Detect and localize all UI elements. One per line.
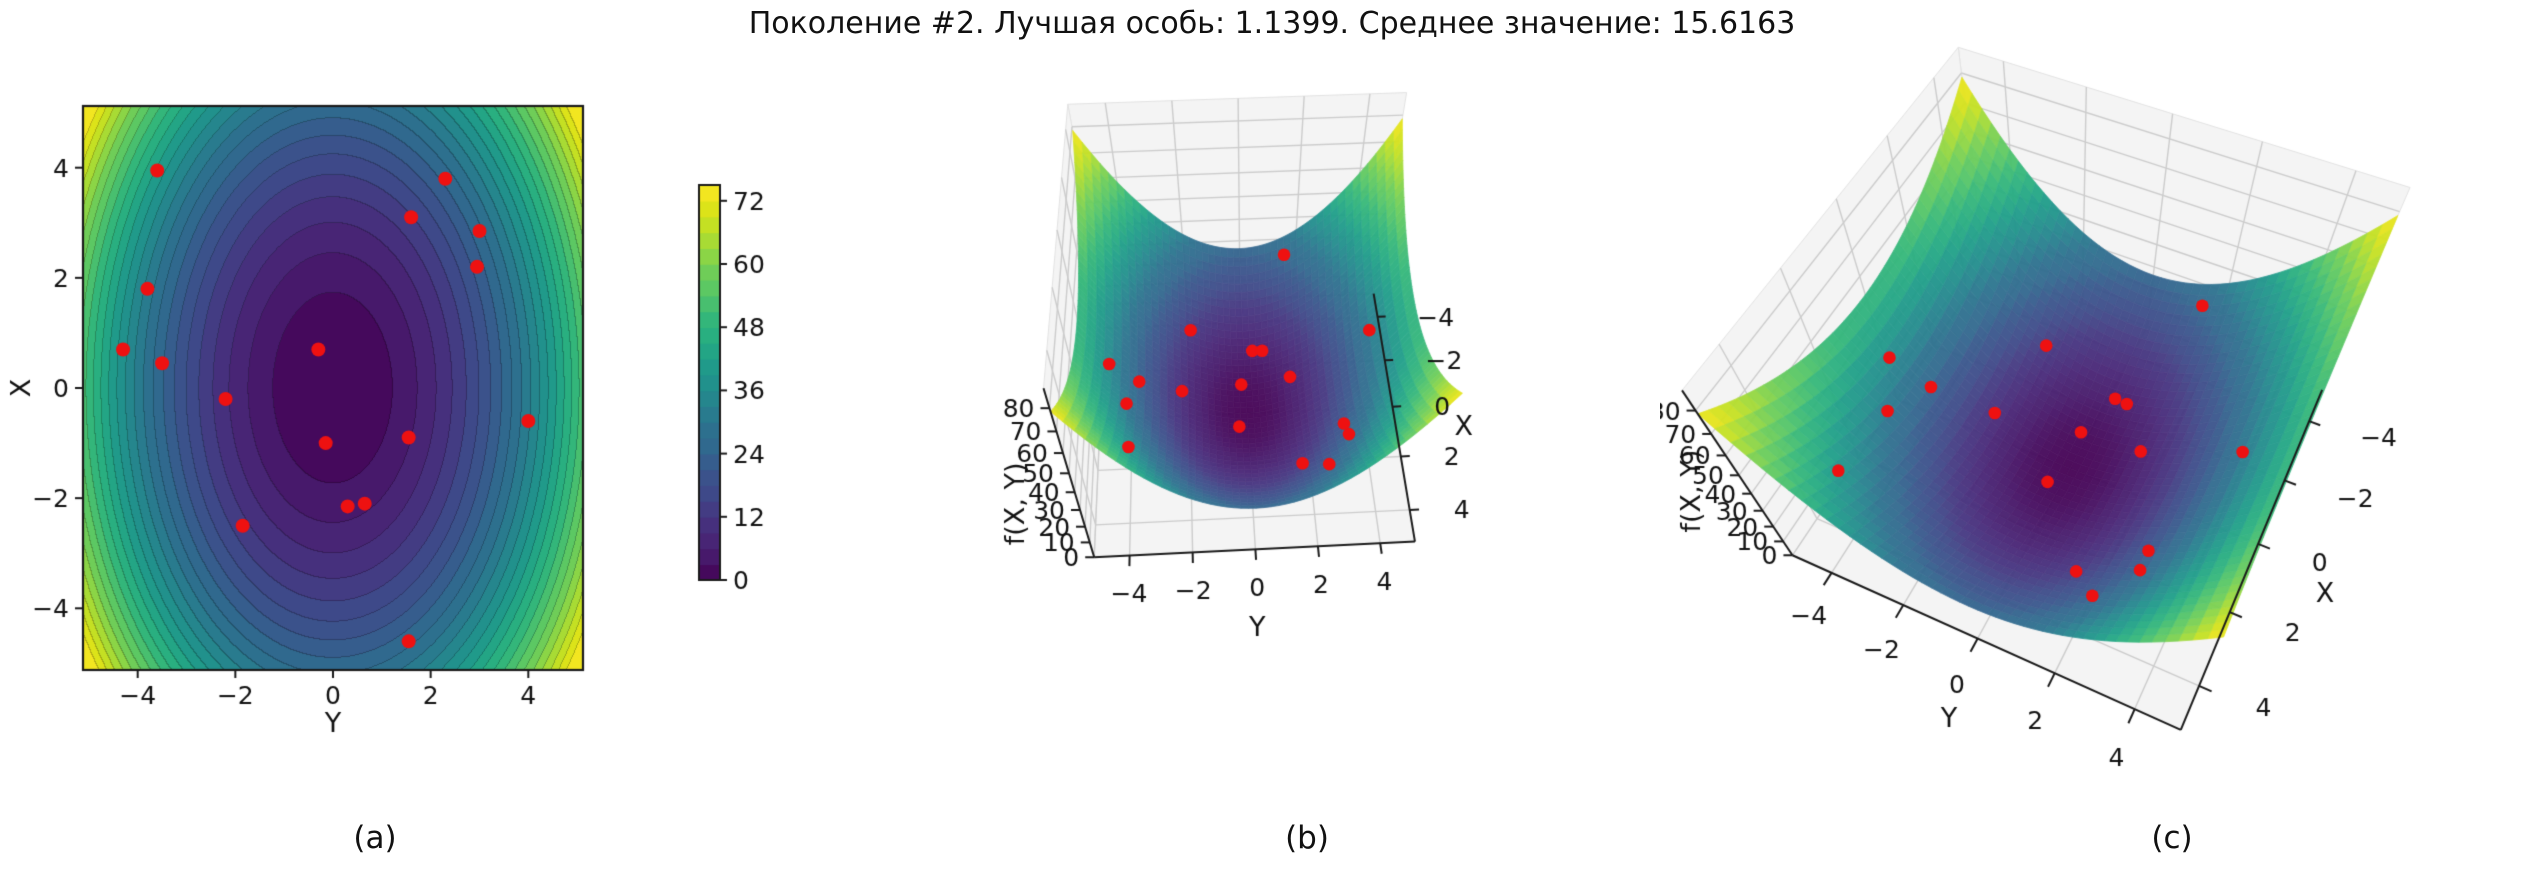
caption-b: (b) bbox=[1285, 820, 1329, 856]
surface-plot-c bbox=[1660, 0, 2544, 876]
surface-plot-b bbox=[800, 0, 1560, 876]
caption-c: (c) bbox=[2151, 820, 2193, 856]
caption-a: (a) bbox=[353, 820, 397, 856]
contour-plot-a bbox=[0, 0, 800, 876]
